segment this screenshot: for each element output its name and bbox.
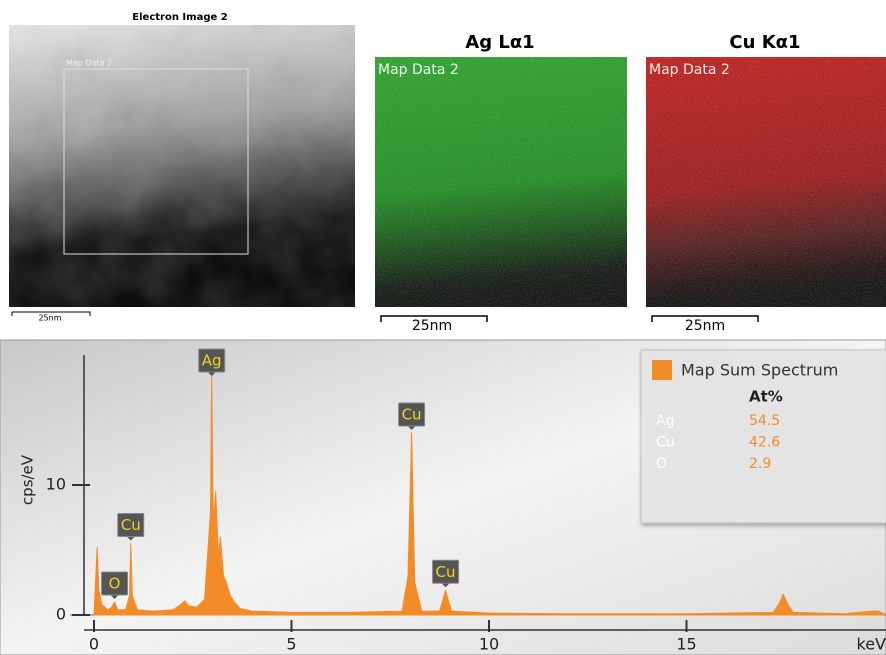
x-tick-label: 10 <box>479 635 499 654</box>
scale-label: 25nm <box>38 314 61 323</box>
x-tick-label: 5 <box>286 635 296 654</box>
image-title: Cu Kα1 <box>729 32 800 53</box>
image-title: Electron Image 2 <box>132 12 227 23</box>
table-element: Ag <box>656 413 674 429</box>
scale-label: 25nm <box>412 318 452 334</box>
image-overlay: Map Data 2 <box>66 59 112 68</box>
annotation: Cu <box>436 563 456 581</box>
table-value: 54.5 <box>749 413 780 429</box>
scale-label: 25nm <box>685 318 725 334</box>
table-value: 2.9 <box>749 456 771 472</box>
image-overlay: Map Data 2 <box>378 62 459 78</box>
x-tick-label: 15 <box>676 635 696 654</box>
legend-swatch <box>652 360 672 380</box>
table-value: 42.6 <box>749 435 780 451</box>
y-tick-label: 10 <box>46 475 66 494</box>
image-texture <box>9 25 355 307</box>
annotation: Cu <box>402 406 422 424</box>
screen: Electron Image 2 Map Data 2 25nm Ag Lα1 … <box>0 0 886 655</box>
legend: Map Sum Spectrum At% Ag 54.5 Cu 42.6 O 2.9 <box>641 350 886 523</box>
image-title: Ag Lα1 <box>465 32 534 53</box>
page: {"images": [ {"title": "Electron Image 2… <box>0 0 886 655</box>
image-overlay: Map Data 2 <box>649 62 730 78</box>
annotation: Ag <box>202 352 222 370</box>
y-tick-label: 0 <box>56 605 66 624</box>
annotation: O <box>109 575 121 593</box>
x-axis-label: keV <box>857 635 886 654</box>
map-noise <box>375 57 627 307</box>
table-header: At% <box>749 388 783 406</box>
annotation: Cu <box>121 516 141 534</box>
table-element: O <box>656 456 667 472</box>
legend-label: Map Sum Spectrum <box>681 361 838 380</box>
y-axis-label: cps/eV <box>19 454 37 505</box>
x-tick-label: 0 <box>89 635 99 654</box>
map-noise <box>646 57 886 307</box>
table-element: Cu <box>656 435 675 451</box>
